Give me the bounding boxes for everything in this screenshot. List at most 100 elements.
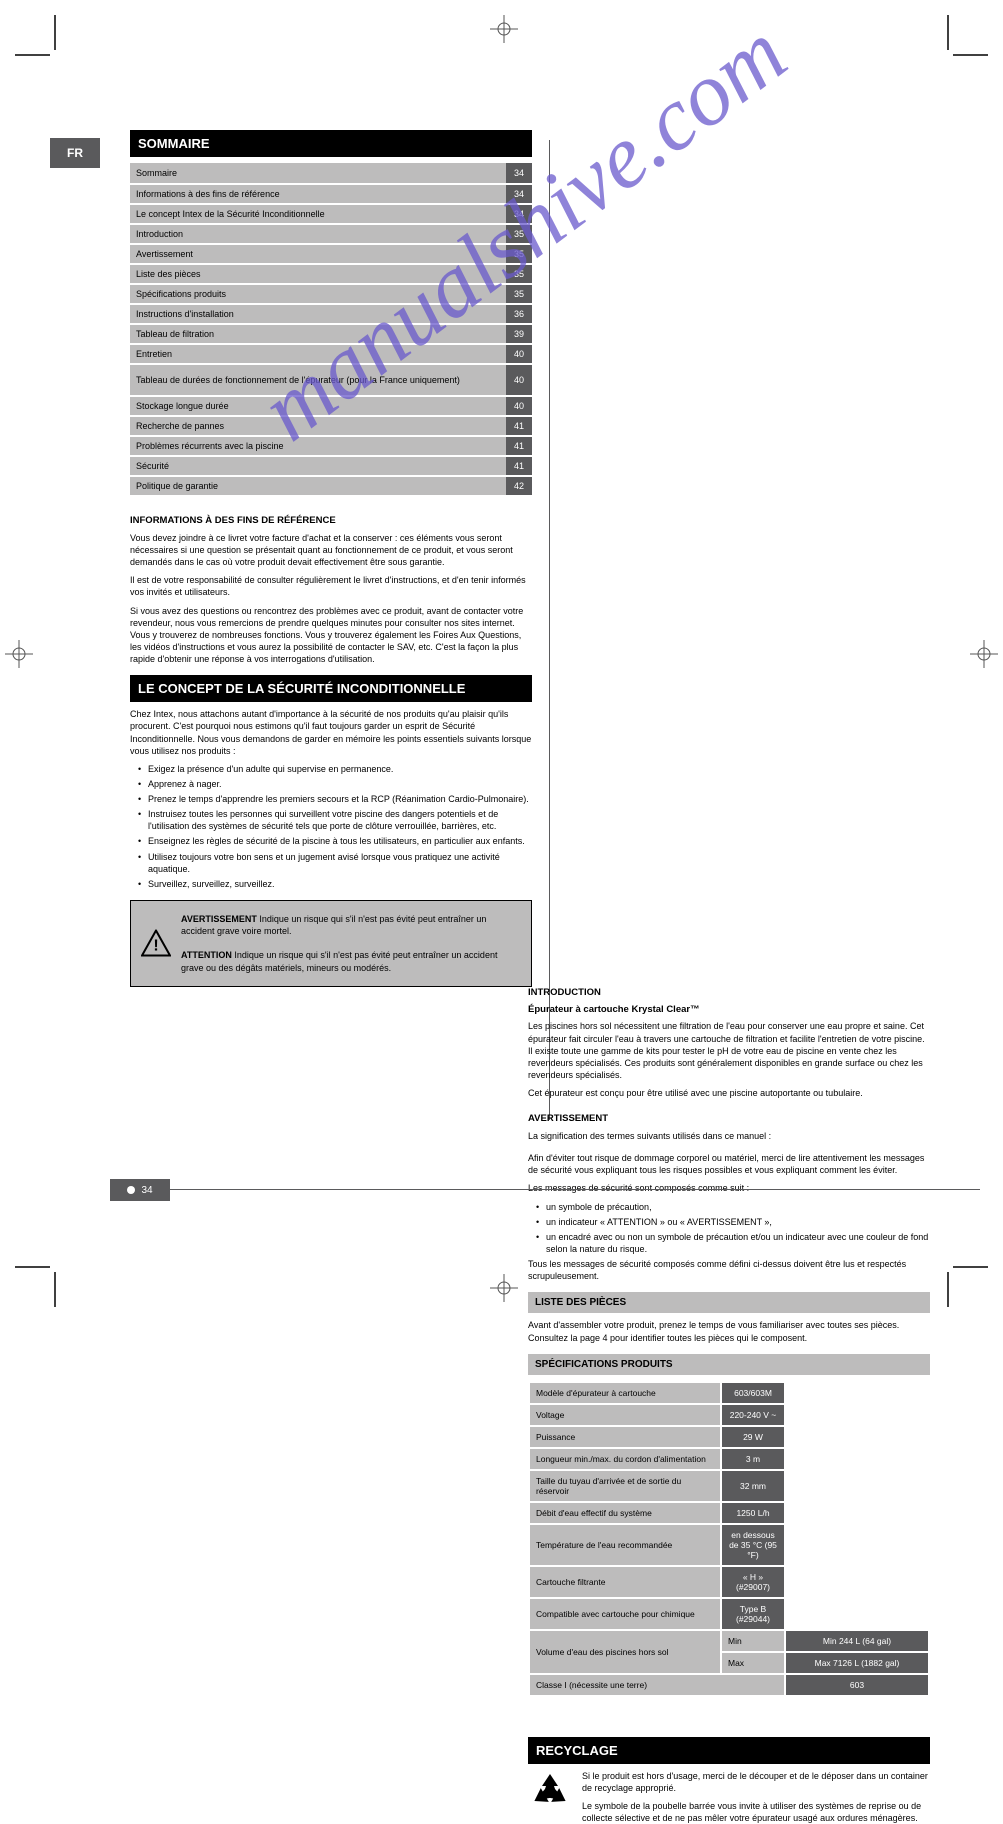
toc-row-page: 35 bbox=[506, 225, 532, 243]
crop-mark-br bbox=[938, 1257, 988, 1307]
specs-row: Taille du tuyau d'arrivée et de sortie d… bbox=[529, 1470, 929, 1502]
toc-row-label: Recherche de pannes bbox=[130, 417, 506, 435]
introduction-block: INTRODUCTION Épurateur à cartouche Kryst… bbox=[528, 987, 930, 1099]
specs-subkey: Min bbox=[721, 1630, 785, 1652]
safety-messages-block: Afin d'éviter tout risque de dommage cor… bbox=[528, 1152, 930, 1282]
table-of-contents: Sommaire34Informations à des fins de réf… bbox=[130, 163, 532, 495]
specs-key: Température de l'eau recommandée bbox=[529, 1524, 721, 1566]
toc-row: Recherche de pannes41 bbox=[130, 415, 532, 435]
toc-row-label: Avertissement bbox=[130, 245, 506, 263]
column-divider bbox=[549, 140, 550, 1120]
footer-divider bbox=[110, 1189, 980, 1190]
toc-row-label: Entretien bbox=[130, 345, 506, 363]
introduction-p1: Les piscines hors sol nécessitent une fi… bbox=[528, 1020, 930, 1081]
toc-row-label: Liste des pièces bbox=[130, 265, 506, 283]
recycle-p2: Le symbole de la poubelle barrée vous in… bbox=[582, 1800, 930, 1824]
specs-value: 1250 L/h bbox=[721, 1502, 785, 1524]
specs-row: Modèle d'épurateur à cartouche603/603M bbox=[529, 1382, 929, 1404]
right-column: INTRODUCTION Épurateur à cartouche Kryst… bbox=[528, 987, 930, 1824]
toc-row-label: Le concept Intex de la Sécurité Incondit… bbox=[130, 205, 506, 223]
reference-info-p1: Vous devez joindre à ce livret votre fac… bbox=[130, 532, 532, 568]
parts-list-text: Avant d'assembler votre produit, prenez … bbox=[528, 1319, 930, 1343]
specs-key: Compatible avec cartouche pour chimique bbox=[529, 1598, 721, 1630]
specs-value: en dessous de 35 °C (95 °F) bbox=[721, 1524, 785, 1566]
toc-row-label: Instructions d'installation bbox=[130, 305, 506, 323]
safety-concept-item: Prenez le temps d'apprendre les premiers… bbox=[138, 793, 532, 805]
specs-row: Puissance29 W bbox=[529, 1426, 929, 1448]
avertissement-lead: La signification des termes suivants uti… bbox=[528, 1130, 930, 1142]
svg-text:!: ! bbox=[153, 938, 158, 955]
language-tab: FR bbox=[50, 138, 100, 168]
toc-row: Introduction35 bbox=[130, 223, 532, 243]
safety-messages-p1: Afin d'éviter tout risque de dommage cor… bbox=[528, 1152, 930, 1176]
toc-row-page: 35 bbox=[506, 245, 532, 263]
specs-value: « H » (#29007) bbox=[721, 1566, 785, 1598]
toc-row-page: 35 bbox=[506, 265, 532, 283]
safety-concept-item: Utilisez toujours votre bon sens et un j… bbox=[138, 851, 532, 875]
specs-key: Puissance bbox=[529, 1426, 721, 1448]
reference-info-title: INFORMATIONS À DES FINS DE RÉFÉRENCE bbox=[130, 515, 532, 528]
specs-value: 603/603M bbox=[721, 1382, 785, 1404]
toc-row-page: 36 bbox=[506, 305, 532, 323]
specs-key: Débit d'eau effectif du système bbox=[529, 1502, 721, 1524]
reference-info-block: INFORMATIONS À DES FINS DE RÉFÉRENCE Vou… bbox=[130, 515, 532, 665]
registration-mark-left bbox=[5, 640, 33, 673]
warning-box-attention-label: ATTENTION bbox=[181, 950, 232, 960]
specs-row: Longueur min./max. du cordon d'alimentat… bbox=[529, 1448, 929, 1470]
left-column: SOMMAIRE Sommaire34Informations à des fi… bbox=[130, 130, 532, 987]
specs-value: 603 bbox=[785, 1674, 929, 1696]
safety-concept-block: Chez Intex, nous attachons autant d'impo… bbox=[130, 708, 532, 890]
introduction-subheading: Épurateur à cartouche Krystal Clear™ bbox=[528, 1004, 930, 1017]
specs-row: Cartouche filtrante« H » (#29007) bbox=[529, 1566, 929, 1598]
specs-subkey: Max bbox=[721, 1652, 785, 1674]
toc-row-page: 41 bbox=[506, 457, 532, 475]
specs-key: Longueur min./max. du cordon d'alimentat… bbox=[529, 1448, 721, 1470]
warning-callout-box: ! AVERTISSEMENT Indique un risque qui s'… bbox=[130, 900, 532, 987]
toc-row: Politique de garantie42 bbox=[130, 475, 532, 495]
safety-messages-item: un encadré avec ou non un symbole de pré… bbox=[536, 1231, 930, 1255]
toc-row: Spécifications produits35 bbox=[130, 283, 532, 303]
specs-heading: SPÉCIFICATIONS PRODUITS bbox=[528, 1354, 930, 1375]
toc-row-label: Politique de garantie bbox=[130, 477, 506, 495]
safety-concept-item: Instruisez toutes les personnes qui surv… bbox=[138, 808, 532, 832]
page-number: 34 bbox=[141, 1185, 152, 1196]
specs-row: Débit d'eau effectif du système1250 L/h bbox=[529, 1502, 929, 1524]
specs-table: Modèle d'épurateur à cartouche603/603MVo… bbox=[528, 1381, 930, 1697]
safety-messages-list: un symbole de précaution,un indicateur «… bbox=[528, 1201, 930, 1256]
specs-row: Classe I (nécessite une terre)603 bbox=[529, 1674, 929, 1696]
recycle-p1: Si le produit est hors d'usage, merci de… bbox=[582, 1770, 930, 1794]
toc-row: Instructions d'installation36 bbox=[130, 303, 532, 323]
introduction-p2: Cet épurateur est conçu pour être utilis… bbox=[528, 1087, 930, 1099]
specs-key: Volume d'eau des piscines hors sol bbox=[529, 1630, 721, 1674]
toc-row-label: Tableau de filtration bbox=[130, 325, 506, 343]
toc-row: Le concept Intex de la Sécurité Incondit… bbox=[130, 203, 532, 223]
toc-row: Stockage longue durée40 bbox=[130, 395, 532, 415]
toc-heading: SOMMAIRE bbox=[130, 130, 532, 157]
toc-row-page: 40 bbox=[506, 397, 532, 415]
specs-value: 3 m bbox=[721, 1448, 785, 1470]
toc-row-page: 34 bbox=[506, 185, 532, 203]
toc-row-page: 34 bbox=[506, 205, 532, 223]
toc-row-page: 35 bbox=[506, 285, 532, 303]
specs-row: Compatible avec cartouche pour chimiqueT… bbox=[529, 1598, 929, 1630]
toc-row-label: Sécurité bbox=[130, 457, 506, 475]
recycle-heading: RECYCLAGE bbox=[528, 1737, 930, 1764]
specs-row: Voltage220-240 V ~ bbox=[529, 1404, 929, 1426]
reference-info-p2: Il est de votre responsabilité de consul… bbox=[130, 574, 532, 598]
crop-mark-bl bbox=[15, 1257, 65, 1307]
registration-mark-bottom bbox=[490, 1274, 518, 1307]
registration-mark-right bbox=[970, 640, 998, 673]
registration-mark-top bbox=[490, 15, 518, 48]
specs-value: 29 W bbox=[721, 1426, 785, 1448]
specs-value: 220-240 V ~ bbox=[721, 1404, 785, 1426]
specs-key: Modèle d'épurateur à cartouche bbox=[529, 1382, 721, 1404]
toc-row: Entretien40 bbox=[130, 343, 532, 363]
reference-info-p3: Si vous avez des questions ou rencontrez… bbox=[130, 605, 532, 666]
safety-concept-item: Surveillez, surveillez, surveillez. bbox=[138, 878, 532, 890]
page-footer: 34 bbox=[110, 1189, 980, 1190]
recycle-icon bbox=[528, 1770, 572, 1814]
specs-value: Max 7126 L (1882 gal) bbox=[785, 1652, 929, 1674]
specs-key: Taille du tuyau d'arrivée et de sortie d… bbox=[529, 1470, 721, 1502]
toc-row-page: 41 bbox=[506, 437, 532, 455]
introduction-heading: INTRODUCTION bbox=[528, 987, 930, 1000]
